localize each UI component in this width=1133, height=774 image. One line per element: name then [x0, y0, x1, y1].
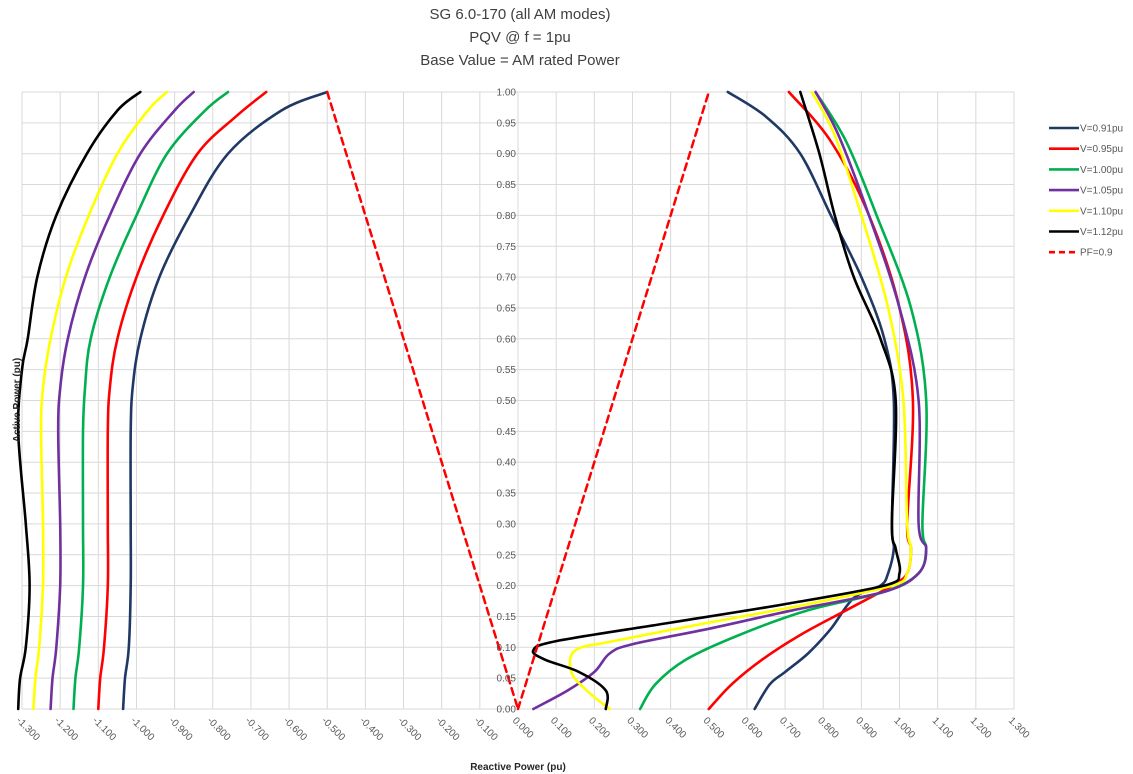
y-axis-label: Active Power (pu) — [12, 358, 23, 442]
y-tick-label: 1.00 — [497, 88, 517, 99]
y-tick-label: 0.70 — [497, 273, 517, 284]
series-line-v-1-12pu-left — [16, 90, 142, 711]
y-tick-label: 0.75 — [497, 242, 517, 253]
series-line-v-1-12pu-right — [531, 90, 902, 711]
x-tick-label: -0.500 — [319, 715, 347, 743]
x-tick-label: 0.300 — [624, 715, 650, 741]
y-tick-label: 0.60 — [497, 334, 517, 345]
x-tick-label: -0.900 — [166, 715, 194, 743]
series-line-v-1-05pu-right — [532, 90, 928, 711]
x-tick-label: 1.300 — [1006, 715, 1032, 741]
x-tick-label: -0.700 — [243, 715, 271, 743]
x-tick-label: 0.900 — [853, 715, 879, 741]
chart-title-line-3: Base Value = AM rated Power — [420, 52, 620, 69]
x-axis-label: Reactive Power (pu) — [470, 762, 566, 773]
legend: V=0.91pu V=0.95pu V=1.00pu V=1.05pu V=1.10pu… — [1049, 124, 1123, 259]
y-tick-label: 0.15 — [497, 612, 517, 623]
x-tick-label: -1.200 — [52, 715, 80, 743]
x-tick-label: 0.800 — [815, 715, 841, 741]
series-line-v-0-91pu-left — [121, 90, 329, 711]
x-tick-label: 0.000 — [510, 715, 536, 741]
series-line-v-1-10pu-left — [32, 90, 169, 711]
grid — [21, 91, 1015, 710]
y-tick-label: 0.45 — [497, 427, 517, 438]
x-tick-label: -0.200 — [434, 715, 462, 743]
y-tick-label: 0.85 — [497, 180, 517, 191]
x-tick-label: -1.300 — [14, 715, 42, 743]
y-tick-label: 0.90 — [497, 149, 517, 160]
x-tick-label: 0.200 — [586, 715, 612, 741]
chart-title-line-1: SG 6.0-170 (all AM modes) — [429, 6, 611, 23]
x-tick-label: 0.400 — [662, 715, 688, 741]
series-line-v-0-95pu-left — [97, 90, 268, 711]
y-tick-label: 0.65 — [497, 303, 517, 314]
y-tick-label: 0.80 — [497, 211, 517, 222]
y-tick-label: 0.30 — [497, 519, 517, 530]
x-tick-label: -0.100 — [472, 715, 500, 743]
series-line-v-1-05pu-left — [49, 90, 195, 711]
x-tick-label: -1.000 — [128, 715, 156, 743]
y-tick-label: 0.40 — [497, 458, 517, 469]
x-tick-label: -1.100 — [90, 715, 118, 743]
y-tick-label: 0.35 — [497, 489, 517, 500]
legend-label-v-1-05pu: V=1.05pu — [1080, 186, 1123, 197]
legend-label-pf-0-9: PF=0.9 — [1080, 248, 1113, 259]
x-tick-label: 1.200 — [968, 715, 994, 741]
series-layer — [16, 90, 928, 711]
chart-title-line-2: PQV @ f = 1pu — [469, 29, 571, 46]
x-tick-label: 0.600 — [739, 715, 765, 741]
x-tick-label: 1.100 — [930, 715, 956, 741]
y-tick-label: 0.50 — [497, 396, 517, 407]
series-line-v-1-10pu-right — [568, 90, 913, 711]
legend-label-v-1-00pu: V=1.00pu — [1080, 165, 1123, 176]
legend-label-v-0-95pu: V=0.95pu — [1080, 144, 1123, 155]
y-tick-labels: 0.00 0.05 0.10 0.15 0.20 0.25 0.30 0.35 0.40 0.45… — [497, 88, 517, 716]
x-tick-label: -0.400 — [357, 715, 385, 743]
x-tick-label: 1.000 — [891, 715, 917, 741]
series-line-pf-0-9-right — [516, 90, 711, 711]
y-tick-label: 0.95 — [497, 118, 517, 129]
y-tick-label: 0.00 — [497, 705, 517, 716]
x-tick-label: 0.700 — [777, 715, 803, 741]
y-tick-label: 0.25 — [497, 550, 517, 561]
legend-label-v-0-91pu: V=0.91pu — [1080, 124, 1123, 135]
x-tick-labels: -1.300 -1.200 -1.100 -1.000 -0.900 -0.800 -0.7… — [14, 715, 1032, 743]
x-tick-label: -0.300 — [395, 715, 423, 743]
x-tick-label: 0.100 — [548, 715, 574, 741]
series-line-v-1-00pu-left — [72, 90, 230, 711]
series-line-pf-0-9-left — [325, 90, 520, 711]
y-tick-label: 0.55 — [497, 365, 517, 376]
x-tick-label: 0.500 — [701, 715, 727, 741]
y-tick-label: 0.20 — [497, 581, 517, 592]
legend-label-v-1-12pu: V=1.12pu — [1080, 227, 1123, 238]
x-tick-label: -0.600 — [281, 715, 309, 743]
y-tick-label: 0.05 — [497, 674, 517, 685]
legend-label-v-1-10pu: V=1.10pu — [1080, 206, 1123, 217]
x-tick-label: -0.800 — [205, 715, 233, 743]
y-tick-label: 0.10 — [497, 643, 517, 654]
